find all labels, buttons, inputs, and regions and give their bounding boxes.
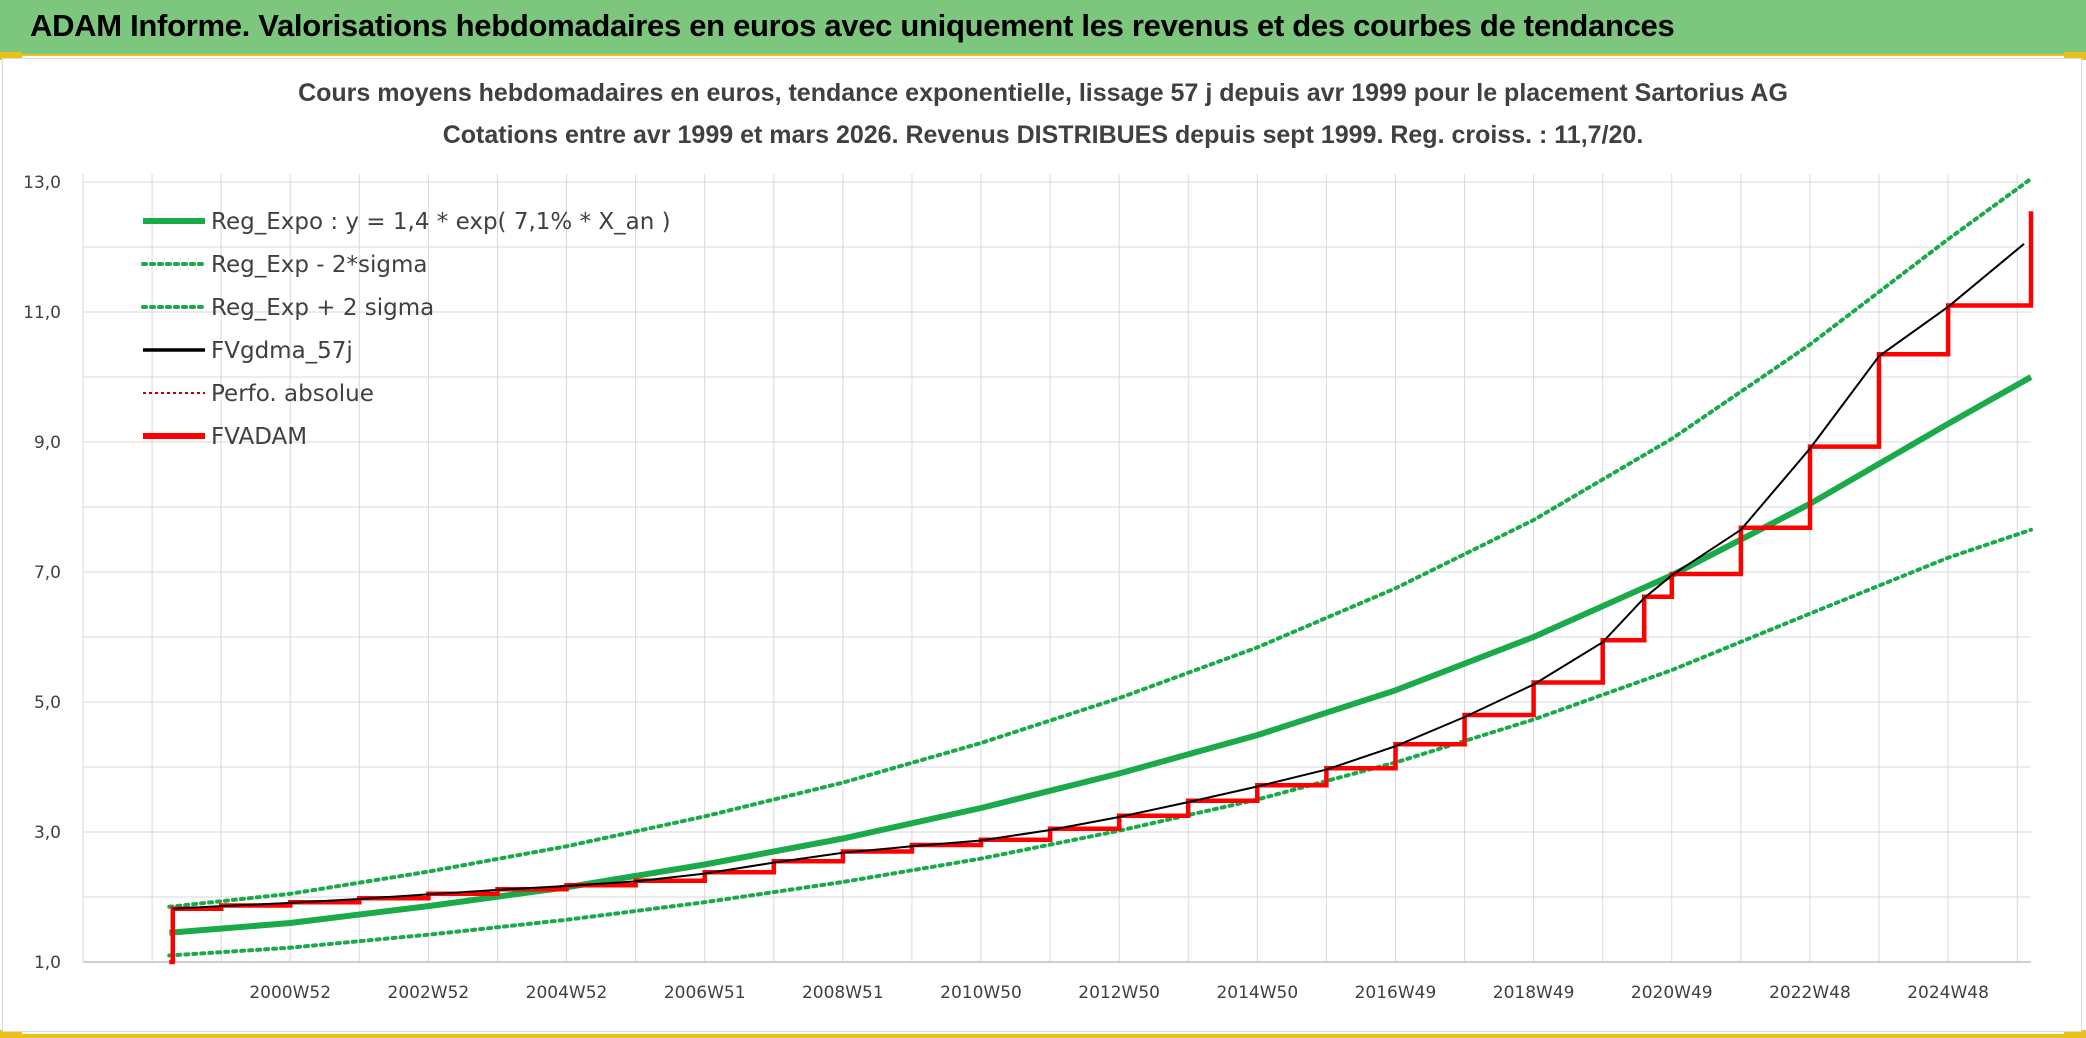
- report-header: ADAM Informe. Valorisations hebdomadaire…: [0, 0, 2086, 56]
- x-tick-label: 2000W52: [249, 983, 331, 1003]
- x-tick-label: 2002W52: [388, 983, 470, 1003]
- x-tick-label: 2010W50: [940, 983, 1022, 1003]
- header-corner-right: [2064, 52, 2086, 60]
- y-tick-label: 7,0: [34, 563, 61, 583]
- x-tick-label: 2024W48: [1907, 983, 1989, 1003]
- chart-legend: Reg_Expo : y = 1,4 * exp( 7,1% * X_an ) R…: [141, 209, 671, 450]
- y-tick-label: 11,0: [23, 303, 61, 323]
- x-tick-label: 2012W50: [1078, 983, 1160, 1003]
- y-tick-label: 9,0: [34, 433, 61, 453]
- y-tick-label: 13,0: [23, 173, 61, 193]
- x-tick-label: 2014W50: [1216, 983, 1298, 1003]
- series-reg-exp-plus-2sigma: [167, 176, 2033, 909]
- report-title: ADAM Informe. Valorisations hebdomadaire…: [30, 8, 1675, 43]
- legend-label: Reg_Exp + 2 sigma: [211, 295, 434, 321]
- x-tick-label: 2006W51: [664, 983, 746, 1003]
- y-tick-label: 1,0: [34, 953, 61, 973]
- x-tick-label: 2008W51: [802, 983, 884, 1003]
- y-tick-label: 3,0: [34, 823, 61, 843]
- legend-label: Perfo. absolue: [211, 381, 374, 407]
- y-axis-ticks: 1,0 3,0 5,0 7,0 9,0 11,0 13,0: [23, 173, 61, 973]
- chart-title-line2: Cotations entre avr 1999 et mars 2026. R…: [443, 121, 1644, 149]
- y-tick-label: 5,0: [34, 693, 61, 713]
- legend-label: Reg_Expo : y = 1,4 * exp( 7,1% * X_an ): [211, 209, 671, 235]
- chart-area: Cours moyens hebdomadaires en euros, ten…: [2, 58, 2082, 1032]
- x-tick-label: 2020W49: [1631, 983, 1713, 1003]
- legend-label: Reg_Exp - 2*sigma: [211, 252, 427, 278]
- x-tick-label: 2022W48: [1769, 983, 1851, 1003]
- line-chart: Cours moyens hebdomadaires en euros, ten…: [23, 79, 2034, 1003]
- x-axis-ticks: 2000W52 2002W52 2004W52 2006W51 2008W51 2010W…: [249, 983, 1989, 1003]
- series-reg-expo: [169, 374, 2033, 936]
- legend-label: FVgdma_57j: [211, 338, 353, 364]
- chart-title-line1: Cours moyens hebdomadaires en euros, ten…: [298, 79, 1788, 107]
- header-corner-left: [0, 52, 22, 60]
- legend-label: FVADAM: [211, 424, 307, 450]
- series-fvgdma-57j: [172, 243, 2025, 910]
- x-tick-label: 2004W52: [526, 983, 608, 1003]
- footer-bar: [0, 1034, 2086, 1038]
- series-fvadam: [169, 211, 2034, 965]
- x-tick-label: 2016W49: [1355, 983, 1437, 1003]
- series-lines: [167, 176, 2034, 965]
- x-tick-label: 2018W49: [1493, 983, 1575, 1003]
